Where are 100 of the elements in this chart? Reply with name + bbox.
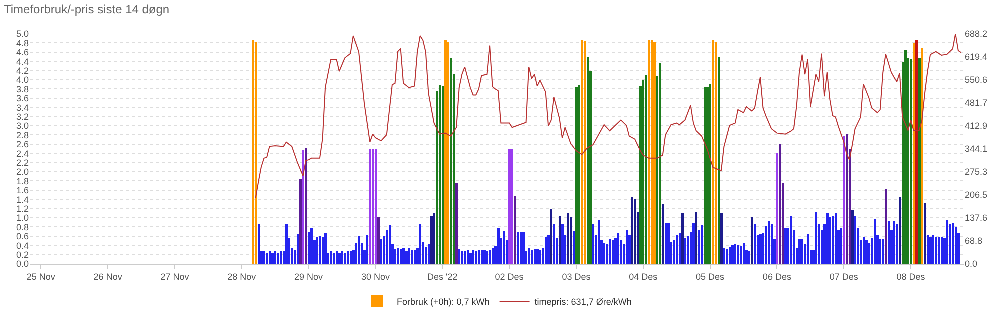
bar bbox=[776, 153, 778, 264]
y-tick-label: 2.0 bbox=[16, 167, 29, 178]
bar bbox=[720, 213, 723, 264]
bar bbox=[570, 217, 572, 264]
bar bbox=[617, 233, 619, 264]
y2-tick-label: 137.6 bbox=[965, 213, 988, 224]
bar bbox=[567, 213, 569, 264]
bar bbox=[330, 251, 332, 264]
bar bbox=[662, 204, 664, 264]
bar bbox=[520, 232, 522, 264]
y-tick-label: 4.6 bbox=[16, 48, 29, 58]
bar bbox=[316, 237, 318, 264]
bar bbox=[798, 239, 801, 264]
bar bbox=[918, 58, 921, 264]
bar bbox=[447, 42, 449, 264]
bar bbox=[285, 224, 288, 264]
bar bbox=[815, 212, 817, 264]
x-tick-label: 03 Des bbox=[562, 272, 592, 282]
y-tick-label: 0.4 bbox=[16, 240, 29, 251]
bar bbox=[626, 230, 628, 264]
bar bbox=[350, 251, 352, 264]
bar bbox=[503, 231, 505, 264]
bar bbox=[938, 237, 940, 264]
bar bbox=[550, 209, 552, 264]
x-tick-label: Des '22 bbox=[428, 272, 458, 282]
bar bbox=[439, 85, 441, 264]
bar bbox=[946, 220, 948, 264]
y2-tick-label: 619.4 bbox=[965, 52, 988, 62]
bar bbox=[573, 231, 575, 264]
y-tick-label: 4.0 bbox=[16, 75, 29, 86]
bar bbox=[676, 235, 678, 264]
y-tick-label: 3.2 bbox=[16, 112, 29, 122]
bar bbox=[347, 251, 349, 264]
bar bbox=[718, 57, 720, 264]
bar bbox=[414, 250, 416, 264]
bar bbox=[481, 250, 483, 264]
y2-tick-label: 206.5 bbox=[965, 190, 988, 200]
bar bbox=[603, 243, 605, 264]
bar bbox=[863, 237, 865, 264]
bar bbox=[472, 250, 474, 264]
bar bbox=[648, 40, 650, 264]
y2-tick-label: 481.7 bbox=[965, 98, 988, 108]
bar bbox=[729, 247, 731, 264]
bar bbox=[372, 149, 374, 264]
y-tick-label: 3.6 bbox=[16, 94, 29, 104]
x-tick-label: 05 Des bbox=[696, 272, 726, 282]
legend-label: timepris: 631,7 Øre/kWh bbox=[534, 297, 632, 308]
bar bbox=[631, 197, 633, 264]
bar bbox=[743, 243, 745, 264]
bar bbox=[779, 144, 781, 264]
x-tick-label: 29 Nov bbox=[294, 272, 324, 282]
x-tick-label: 28 Nov bbox=[228, 272, 257, 282]
bar bbox=[467, 250, 469, 264]
bar bbox=[455, 183, 458, 264]
bar bbox=[464, 251, 466, 264]
bar bbox=[807, 234, 809, 264]
bar bbox=[587, 57, 589, 264]
bar bbox=[882, 239, 884, 264]
bar bbox=[913, 43, 915, 264]
bar bbox=[547, 235, 550, 264]
y-tick-label: 2.4 bbox=[16, 148, 29, 159]
bar bbox=[709, 84, 711, 264]
x-tick-label: 04 Des bbox=[629, 272, 658, 282]
bar bbox=[874, 219, 876, 264]
y2-tick-label: 344.1 bbox=[965, 144, 988, 154]
bar bbox=[899, 197, 901, 264]
bar bbox=[531, 250, 533, 264]
y2-tick-label: 0.0 bbox=[965, 259, 978, 270]
bar bbox=[274, 251, 276, 264]
bar bbox=[715, 42, 717, 264]
bar bbox=[598, 220, 600, 264]
bar bbox=[389, 225, 391, 264]
y-tick-label: 2.2 bbox=[16, 158, 29, 168]
bar bbox=[263, 251, 265, 264]
y-tick-label: 2.6 bbox=[16, 140, 29, 150]
bar bbox=[475, 251, 477, 264]
bar bbox=[553, 224, 555, 264]
y-tick-label: 1.8 bbox=[16, 176, 29, 186]
bar bbox=[411, 250, 413, 264]
y-tick-label: 3.0 bbox=[16, 121, 29, 132]
bar bbox=[297, 234, 299, 264]
bar bbox=[377, 217, 380, 264]
bar bbox=[310, 228, 313, 264]
bar bbox=[924, 203, 926, 264]
bar bbox=[461, 251, 463, 264]
y-tick-label: 1.2 bbox=[16, 204, 29, 214]
bar bbox=[400, 249, 402, 264]
bar bbox=[366, 235, 368, 264]
y-tick-label: 2.8 bbox=[16, 130, 29, 140]
bar bbox=[667, 223, 670, 264]
bar bbox=[701, 225, 703, 264]
bar bbox=[935, 237, 937, 264]
x-tick-label: 06 Des bbox=[762, 272, 792, 282]
bar bbox=[932, 235, 934, 264]
bar bbox=[832, 216, 834, 264]
bar bbox=[561, 224, 564, 264]
bar bbox=[684, 238, 686, 264]
bar bbox=[545, 237, 547, 264]
y-tick-label: 4.4 bbox=[16, 56, 29, 67]
bar bbox=[428, 244, 430, 264]
